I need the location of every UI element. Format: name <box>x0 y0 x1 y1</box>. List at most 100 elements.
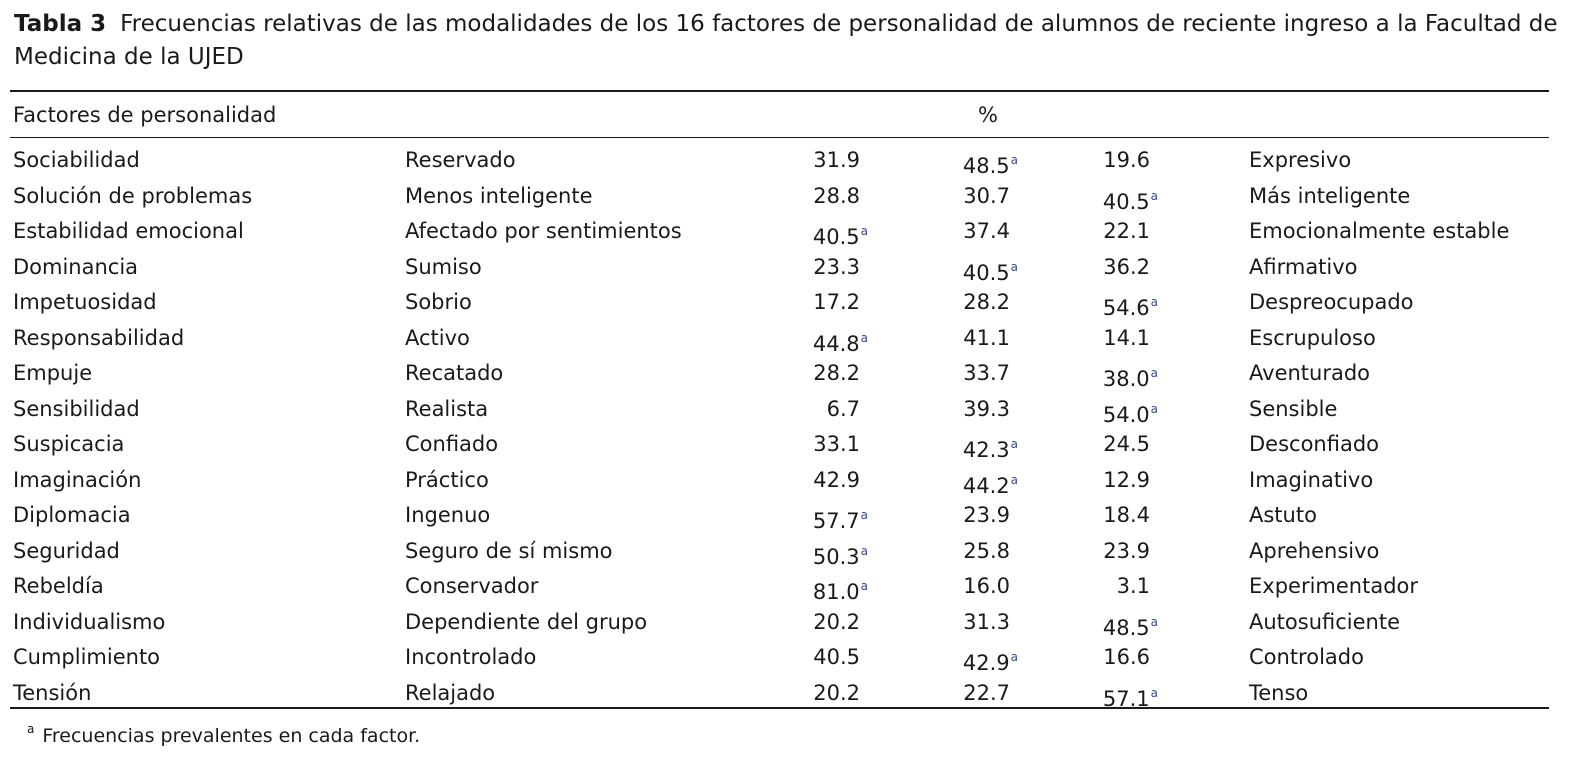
high-pole: Controlado <box>1249 645 1364 669</box>
value: 18.4 <box>1103 503 1150 527</box>
value: 25.8 <box>963 538 1010 563</box>
value: 57.1 <box>1102 686 1150 711</box>
table-row: Suspicacia Confiado 33.1 42.3a 24.5 Desconfia… <box>0 428 1577 464</box>
low-pole: Relajado <box>405 680 496 705</box>
pct-mid: 42.3a <box>930 428 1018 467</box>
factor-name: Impetuosidad <box>13 290 157 314</box>
value: 44.8 <box>812 331 860 356</box>
pct-mid: 28.2 <box>930 286 1018 319</box>
pct-high: 48.5a <box>1070 606 1158 645</box>
prevalent-marker: a <box>1150 401 1158 416</box>
high-pole: Desconfiado <box>1249 432 1380 456</box>
value: 38.0 <box>1102 367 1150 391</box>
factor-name: Solución de problemas <box>13 183 253 208</box>
pct-high: 14.1 <box>1070 322 1158 355</box>
value: 3.1 <box>1116 574 1150 598</box>
factor-name: Tensión <box>13 680 92 705</box>
bottom-rule <box>10 707 1549 709</box>
pct-mid: 25.8 <box>930 535 1018 568</box>
factor-name: Rebeldía <box>13 574 104 598</box>
prevalent-marker: a <box>1150 614 1158 629</box>
factor-name: Individualismo <box>13 609 166 634</box>
low-pole: Práctico <box>405 467 489 492</box>
value: 16.0 <box>963 574 1010 598</box>
high-pole: Aprehensivo <box>1249 538 1380 563</box>
value: 40.5 <box>812 225 860 249</box>
value: 28.8 <box>813 183 860 208</box>
value: 31.9 <box>813 148 860 172</box>
low-pole: Afectado por sentimientos <box>405 219 682 243</box>
pct-mid: 41.1 <box>930 322 1018 355</box>
table-row: Sociabilidad Reservado 31.9 48.5a 19.6 Expres… <box>0 144 1577 180</box>
low-pole: Incontrolado <box>405 645 537 669</box>
table-row: Dominancia Sumiso 23.3 40.5a 36.2 Afirmativo <box>0 251 1577 287</box>
header-factor: Factores de personalidad <box>13 103 277 127</box>
value: 48.5 <box>962 154 1010 178</box>
pct-low: 33.1 <box>780 428 868 461</box>
prevalent-marker: a <box>860 543 868 558</box>
value: 41.1 <box>963 325 1010 350</box>
prevalent-marker: a <box>1150 295 1158 309</box>
pct-mid: 22.7 <box>930 677 1018 710</box>
pct-high: 23.9 <box>1070 535 1158 568</box>
factor-name: Estabilidad emocional <box>13 219 244 243</box>
prevalent-marker: a <box>1010 437 1018 451</box>
value: 42.9 <box>813 467 860 492</box>
table-row: Individualismo Dependiente del grupo 20.2 3… <box>0 606 1577 642</box>
pct-low: 50.3a <box>780 535 868 574</box>
pct-high: 3.1 <box>1070 570 1158 603</box>
table-row: Seguridad Seguro de sí mismo 50.3a 25.8 23.9… <box>0 535 1577 571</box>
value: 28.2 <box>963 290 1010 314</box>
factor-name: Cumplimiento <box>13 645 161 669</box>
value: 16.6 <box>1103 645 1150 669</box>
pct-high: 22.1 <box>1070 215 1158 248</box>
low-pole: Sobrio <box>405 290 472 314</box>
pct-high: 19.6 <box>1070 144 1158 177</box>
low-pole: Conservador <box>405 574 539 598</box>
pct-low: 40.5a <box>780 215 868 254</box>
low-pole: Confiado <box>405 432 499 456</box>
value: 30.7 <box>963 183 1010 208</box>
pct-high: 24.5 <box>1070 428 1158 461</box>
prevalent-marker: a <box>1010 650 1018 664</box>
header-rule <box>10 137 1549 138</box>
pct-high: 54.6a <box>1070 286 1158 325</box>
pct-mid: 37.4 <box>930 215 1018 248</box>
pct-high: 18.4 <box>1070 499 1158 532</box>
low-pole: Realista <box>405 396 489 421</box>
factor-name: Responsabilidad <box>13 325 185 350</box>
footnote-text: Frecuencias prevalentes en cada factor. <box>42 725 421 747</box>
value: 42.3 <box>962 438 1010 462</box>
high-pole: Más inteligente <box>1249 183 1411 208</box>
factor-name: Diplomacia <box>13 503 131 527</box>
prevalent-marker: a <box>1010 259 1018 274</box>
prevalent-marker: a <box>860 579 868 593</box>
low-pole: Seguro de sí mismo <box>405 538 613 563</box>
pct-high: 54.0a <box>1070 393 1158 432</box>
value: 42.9 <box>962 651 1010 675</box>
prevalent-marker: a <box>1010 153 1018 167</box>
pct-mid: 40.5a <box>930 251 1018 290</box>
high-pole: Tenso <box>1249 680 1309 705</box>
value: 14.1 <box>1103 325 1150 350</box>
pct-high: 38.0a <box>1070 357 1158 396</box>
value: 40.5 <box>962 260 1010 285</box>
pct-high: 16.6 <box>1070 641 1158 674</box>
value: 17.2 <box>813 290 860 314</box>
pct-low: 20.2 <box>780 677 868 710</box>
table-row: Tensión Relajado 20.2 22.7 57.1a Tenso <box>0 677 1577 713</box>
prevalent-marker: a <box>860 224 868 238</box>
table-row: Responsabilidad Activo 44.8a 41.1 14.1 Escrup… <box>0 322 1577 358</box>
table-row: Impetuosidad Sobrio 17.2 28.2 54.6a Despreocu… <box>0 286 1577 322</box>
factor-name: Imaginación <box>13 467 142 492</box>
table-title: Frecuencias relativas de las modalidades… <box>14 11 1558 70</box>
pct-mid: 16.0 <box>930 570 1018 603</box>
pct-low: 23.3 <box>780 251 868 284</box>
value: 33.7 <box>963 361 1010 385</box>
pct-low: 40.5 <box>780 641 868 674</box>
pct-mid: 39.3 <box>930 393 1018 426</box>
table-row: Rebeldía Conservador 81.0a 16.0 3.1 Experimen… <box>0 570 1577 606</box>
value: 39.3 <box>963 396 1010 421</box>
value: 57.7 <box>812 509 860 533</box>
